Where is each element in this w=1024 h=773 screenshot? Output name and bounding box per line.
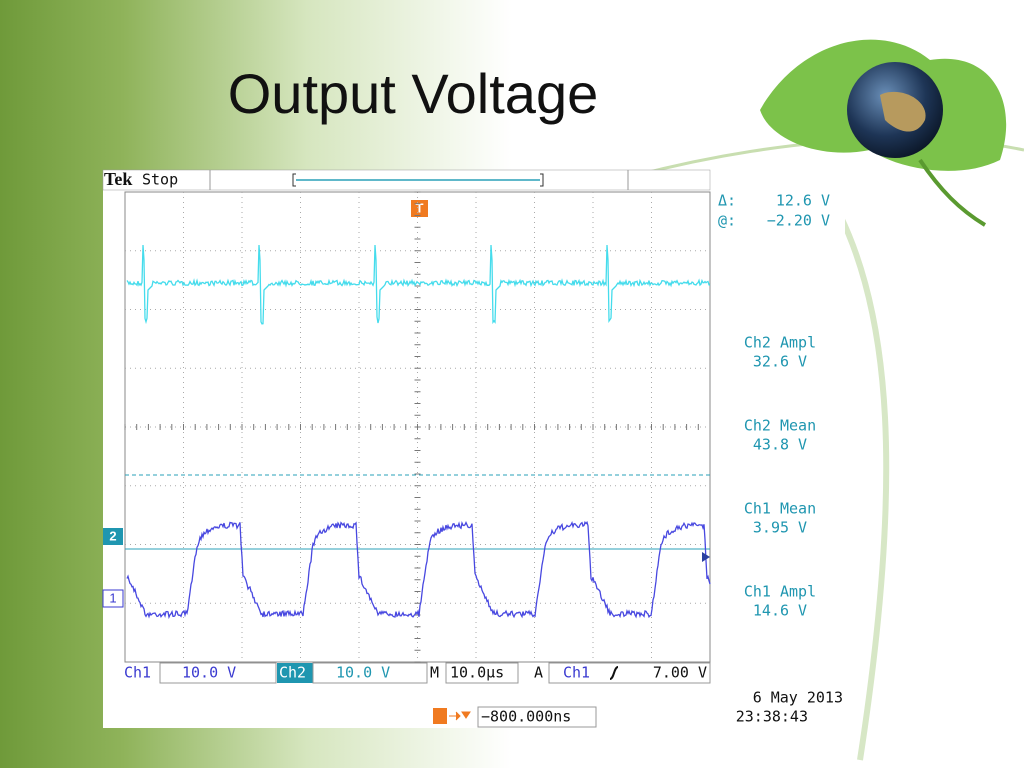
time: 23:38:43 [736,708,808,726]
measurement-label: Ch1 Mean [744,500,816,518]
ch2-marker-box [103,528,123,545]
measurement-value: 43.8 V [753,436,807,454]
level-arrow [702,552,710,562]
ch1-label: Ch1 [124,664,151,682]
cursor-at-label: @: [718,212,736,230]
cursor-delta-value: 12.6 V [776,192,830,210]
measurement-label: Ch2 Ampl [744,334,816,352]
graticule [124,191,711,663]
measurement-label: Ch2 Mean [744,417,816,435]
ch1-marker: 1 [109,590,116,605]
trigger-label: A [534,664,543,682]
trigger-source: Ch1 [563,664,590,682]
trigger-marker: T [416,200,424,215]
measurement-value: 14.6 V [753,602,807,620]
ch2-waveform [126,244,711,325]
leaf-globe-logo [760,39,1007,227]
slide-title: Output Voltage [228,62,599,125]
trigger-pos-arrow [449,711,471,721]
date: 6 May 2013 [753,689,843,707]
timebase-label: M [430,664,439,682]
measurement-value: 3.95 V [753,519,807,537]
settings-bar: Ch1 10.0 V Ch2 10.0 V M 10.0µs A Ch1 7.0… [124,662,711,684]
decor-arc [817,178,890,761]
trigger-pos-icon [433,708,447,724]
cursor-at-value: −2.20 V [767,212,830,230]
ch2-marker: 2 [109,528,116,543]
ch1-scale: 10.0 V [182,664,236,682]
ch2-label: Ch2 [279,664,306,682]
measurement-value: 32.6 V [753,353,807,371]
measurement-label: Ch1 Ampl [744,583,816,601]
ch1-marker-box [102,589,124,608]
ch1-waveform [126,520,711,620]
status: Stop [142,171,178,189]
cursor-delta-label: Δ: [718,192,736,210]
brand: Tek [104,169,132,189]
trigger-pos-box [477,706,597,728]
record-bracket [292,173,544,187]
timebase: 10.0µs [450,664,504,682]
scope-screen [103,170,845,728]
trigger-level: 7.00 V [653,664,707,682]
trigger-position: −800.000ns [481,708,571,726]
readouts: Δ: 12.6 V @: −2.20 V [718,192,830,230]
ch2-scale: 10.0 V [336,664,390,682]
